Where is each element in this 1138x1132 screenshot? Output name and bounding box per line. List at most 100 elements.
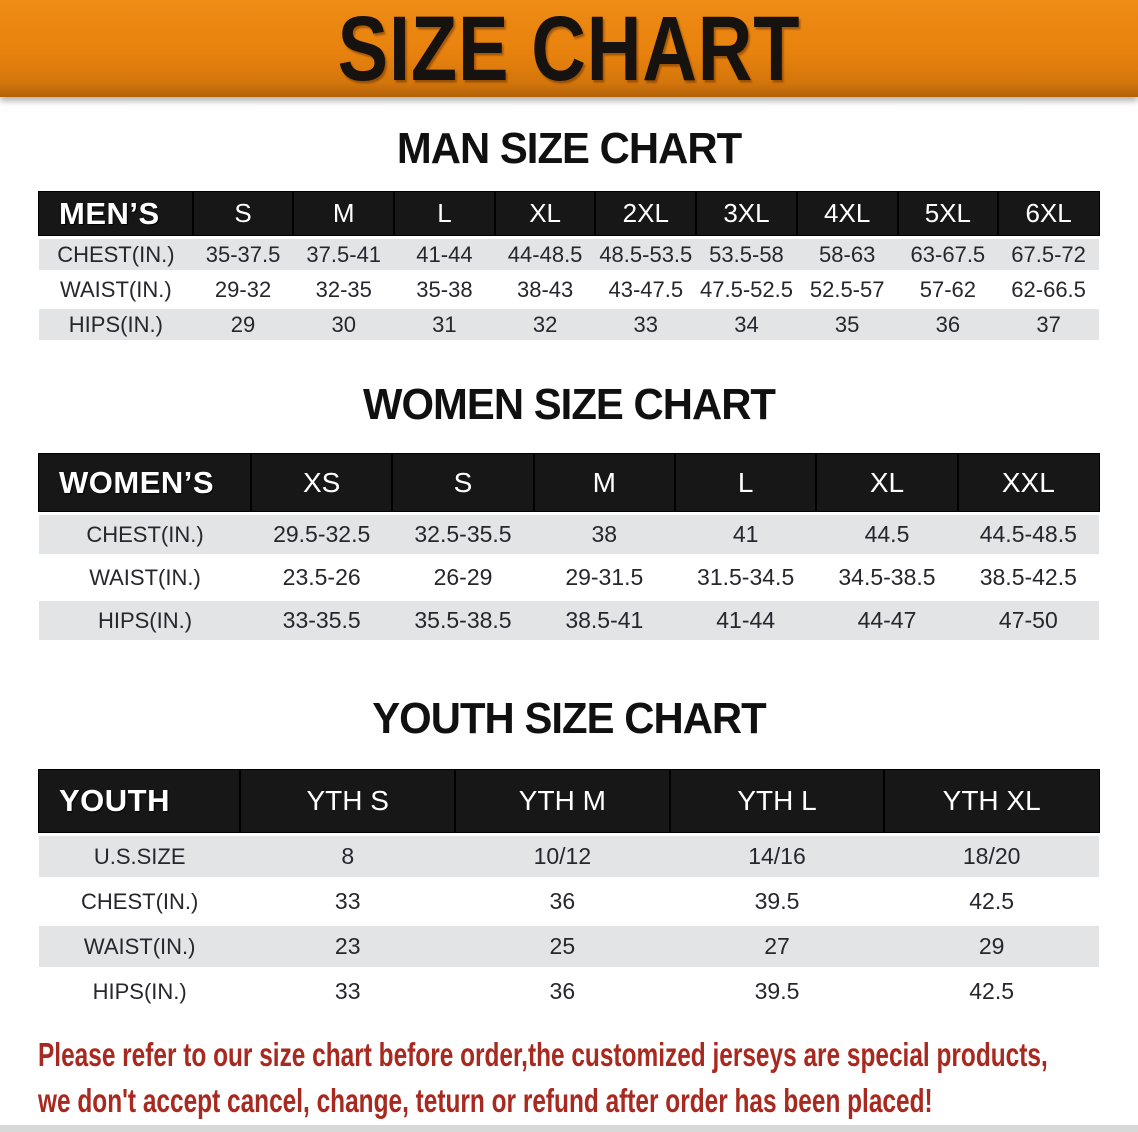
size-value-cell: 58-63 (796, 239, 898, 270)
size-value-cell: 8 (240, 836, 456, 877)
size-value-cell: 39.5 (669, 881, 885, 922)
size-column-header: M (532, 453, 676, 512)
measurement-label: CHEST(IN.) (39, 515, 251, 554)
size-value-cell: 33 (240, 971, 456, 1012)
table-title-cell: YOUTH (37, 769, 242, 833)
size-value-cell: 44-48.5 (494, 239, 596, 270)
size-value-cell: 42.5 (884, 971, 1099, 1012)
size-column-header: XL (493, 191, 597, 236)
measurement-label: HIPS(IN.) (39, 601, 251, 640)
disclaimer-line-2: we don't accept cancel, change, teturn o… (38, 1078, 1138, 1124)
size-value-cell: 37.5-41 (293, 239, 395, 270)
size-value-cell: 43-47.5 (595, 274, 697, 305)
size-value-cell: 23.5-26 (251, 558, 393, 597)
size-value-cell: 31 (394, 309, 495, 340)
measurement-label: WAIST(IN.) (39, 274, 193, 305)
bottom-strip (0, 1125, 1138, 1132)
size-value-cell: 35-37.5 (192, 239, 294, 270)
size-value-cell: 25 (455, 926, 670, 967)
size-column-header: 3XL (695, 191, 798, 236)
size-value-cell: 33-35.5 (251, 601, 393, 640)
size-value-cell: 62-66.5 (998, 274, 1099, 305)
measurement-label: CHEST(IN.) (39, 881, 241, 922)
size-column-header: XXL (956, 453, 1101, 512)
size-value-cell: 38.5-41 (533, 601, 675, 640)
size-value-cell: 36 (455, 971, 670, 1012)
table-header-row: WOMEN’S XS S M L XL XXL (38, 453, 1101, 512)
size-column-header: XS (249, 453, 394, 512)
size-value-cell: 47-50 (957, 601, 1099, 640)
size-value-cell: 44-47 (816, 601, 958, 640)
size-column-header: XL (815, 453, 959, 512)
size-value-cell: 27 (669, 926, 885, 967)
measurement-label: HIPS(IN.) (39, 309, 193, 340)
size-value-cell: 48.5-53.5 (595, 239, 697, 270)
disclaimer-text-1: Please refer to our size chart before or… (38, 1036, 1048, 1073)
size-column-header: L (393, 191, 496, 236)
women-size-table: WOMEN’S XS S M L XL XXL CHEST(IN.) 29.5-32.5 32.5… (38, 450, 1101, 644)
measurement-label: U.S.SIZE (39, 836, 241, 877)
size-value-cell: 32.5-35.5 (392, 515, 534, 554)
size-value-cell: 29-32 (192, 274, 294, 305)
size-value-cell: 29 (192, 309, 294, 340)
size-column-header: YTH L (668, 769, 886, 833)
section-heading-youth: YOUTH SIZE CHART (372, 694, 766, 743)
size-column-header: 6XL (997, 191, 1100, 236)
size-value-cell: 42.5 (884, 881, 1099, 922)
section-heading-women: WOMEN SIZE CHART (362, 380, 776, 429)
size-chart-content: MAN SIZE CHART MEN’S S M L XL 2XL 3XL 4XL 5XL 6XL… (0, 124, 1138, 1124)
size-value-cell: 32 (494, 309, 596, 340)
size-column-header: S (191, 191, 295, 236)
size-value-cell: 31.5-34.5 (674, 558, 817, 597)
size-value-cell: 29-31.5 (533, 558, 675, 597)
disclaimer: Please refer to our size chart before or… (38, 1032, 1138, 1124)
men-size-table: MEN’S S M L XL 2XL 3XL 4XL 5XL 6XL CHEST(IN.) 35-37… (38, 188, 1100, 344)
size-column-header: 2XL (594, 191, 698, 236)
size-column-header: 5XL (896, 191, 1000, 236)
size-value-cell: 33 (240, 881, 456, 922)
size-column-header: YTH XL (883, 769, 1100, 833)
disclaimer-line-1: Please refer to our size chart before or… (38, 1032, 1138, 1078)
size-value-cell: 53.5-58 (696, 239, 797, 270)
youth-size-table: YOUTH YTH S YTH M YTH L YTH XL U.S.SIZE 8 10/12… (37, 766, 1100, 1016)
measurement-row: WAIST(IN.) 23.5-26 26-29 29-31.5 31.5-34.5 34… (39, 558, 1099, 597)
table-title-cell: MEN’S (38, 191, 194, 236)
section-men: MAN SIZE CHART MEN’S S M L XL 2XL 3XL 4XL 5XL 6XL… (0, 124, 1138, 344)
size-value-cell: 47.5-52.5 (696, 274, 797, 305)
size-value-cell: 39.5 (669, 971, 885, 1012)
measurement-label: CHEST(IN.) (39, 239, 193, 270)
size-value-cell: 38 (533, 515, 675, 554)
size-column-header: L (673, 453, 818, 512)
measurement-row: HIPS(IN.) 33 36 39.5 42.5 (39, 971, 1099, 1012)
size-value-cell: 34.5-38.5 (816, 558, 958, 597)
size-column-header: 4XL (795, 191, 899, 236)
size-value-cell: 35.5-38.5 (392, 601, 534, 640)
size-column-header: YTH S (239, 769, 457, 833)
size-value-cell: 57-62 (897, 274, 999, 305)
size-value-cell: 36 (455, 881, 670, 922)
size-value-cell: 18/20 (884, 836, 1099, 877)
size-chart-banner: SIZE CHART (0, 0, 1138, 97)
size-value-cell: 41 (674, 515, 817, 554)
measurement-row: WAIST(IN.) 29-32 32-35 35-38 38-43 43-47.5 47.… (39, 274, 1099, 305)
section-youth: YOUTH SIZE CHART YOUTH YTH S YTH M YTH L YTH… (0, 694, 1138, 1016)
measurement-label: WAIST(IN.) (39, 558, 251, 597)
section-heading-men: MAN SIZE CHART (396, 124, 742, 173)
size-value-cell: 26-29 (392, 558, 534, 597)
size-value-cell: 29.5-32.5 (251, 515, 393, 554)
table-title-cell: WOMEN’S (38, 453, 252, 512)
disclaimer-text-2: we don't accept cancel, change, teturn o… (38, 1082, 933, 1119)
size-value-cell: 10/12 (455, 836, 670, 877)
measurement-label: HIPS(IN.) (39, 971, 241, 1012)
size-value-cell: 29 (884, 926, 1099, 967)
measurement-row: CHEST(IN.) 29.5-32.5 32.5-35.5 38 41 44.5 44.5… (39, 515, 1099, 554)
size-value-cell: 35 (796, 309, 898, 340)
measurement-row: WAIST(IN.) 23 25 27 29 (39, 926, 1099, 967)
measurement-row: U.S.SIZE 8 10/12 14/16 18/20 (39, 836, 1099, 877)
size-value-cell: 14/16 (669, 836, 885, 877)
size-value-cell: 38-43 (494, 274, 596, 305)
size-value-cell: 38.5-42.5 (957, 558, 1099, 597)
size-column-header: S (391, 453, 535, 512)
size-value-cell: 23 (240, 926, 456, 967)
size-column-header: M (292, 191, 396, 236)
